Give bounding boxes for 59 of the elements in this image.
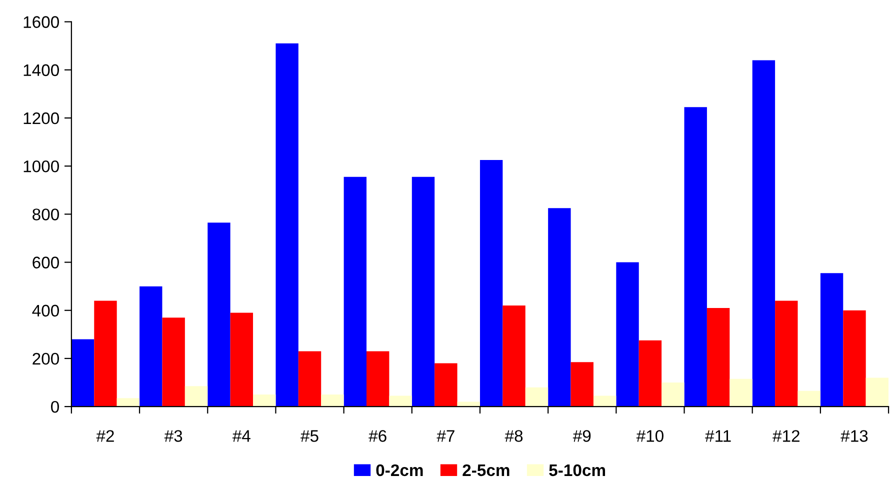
x-tick-label: #11 (705, 430, 731, 442)
y-tick-label: 1200 (24, 112, 59, 124)
bar (366, 351, 390, 407)
bar (344, 176, 366, 407)
bar (843, 310, 866, 407)
bar (820, 273, 844, 407)
legend-label: 0-2cm (376, 464, 423, 476)
y-tick-label: 1600 (24, 16, 59, 28)
x-tick-label: #5 (300, 430, 318, 442)
x-tick-label: #12 (772, 430, 800, 442)
y-tick-label: 1000 (24, 160, 59, 172)
bar (866, 378, 889, 407)
x-tick-label: #3 (164, 430, 182, 442)
bar (253, 394, 276, 407)
bar (321, 394, 344, 407)
bar (502, 306, 526, 407)
bar (684, 107, 707, 407)
x-tick-label: #7 (436, 430, 454, 442)
x-tick-label: #8 (504, 430, 523, 442)
bar (730, 378, 752, 407)
y-tick-label: 200 (32, 352, 59, 365)
x-tick-label: #10 (636, 430, 664, 442)
bar (230, 312, 254, 407)
bar (412, 176, 435, 407)
bar (116, 398, 140, 407)
bar (94, 300, 117, 407)
bar (775, 300, 798, 407)
x-tick-label: #6 (368, 430, 386, 442)
legend-label: 5-10cm (549, 464, 606, 476)
bar (140, 286, 162, 407)
bar (616, 262, 639, 407)
x-tick-label: #13 (840, 430, 868, 442)
bar (389, 396, 412, 407)
bar (71, 339, 94, 407)
y-tick-label: 1400 (24, 64, 59, 76)
bar (638, 340, 662, 407)
bar (162, 318, 185, 407)
bar (480, 160, 503, 407)
bar (706, 308, 730, 407)
y-tick-label: 0 (51, 400, 59, 413)
legend-label: 2-5cm (462, 464, 510, 476)
bar (548, 208, 571, 407)
bar (752, 60, 776, 407)
x-tick-label: #4 (232, 430, 250, 442)
bar (298, 351, 322, 407)
bar (570, 362, 594, 407)
bar (208, 222, 230, 407)
x-tick-label: #2 (96, 430, 114, 442)
bar (525, 387, 548, 407)
bar (798, 390, 820, 407)
bar (434, 363, 458, 407)
bar (593, 396, 616, 407)
bar (276, 43, 298, 407)
bar (184, 386, 208, 407)
x-tick-label: #9 (572, 430, 591, 442)
y-tick-label: 600 (32, 256, 59, 268)
y-tick-label: 800 (32, 208, 59, 220)
bar (662, 382, 684, 407)
y-tick-label: 400 (32, 304, 59, 317)
